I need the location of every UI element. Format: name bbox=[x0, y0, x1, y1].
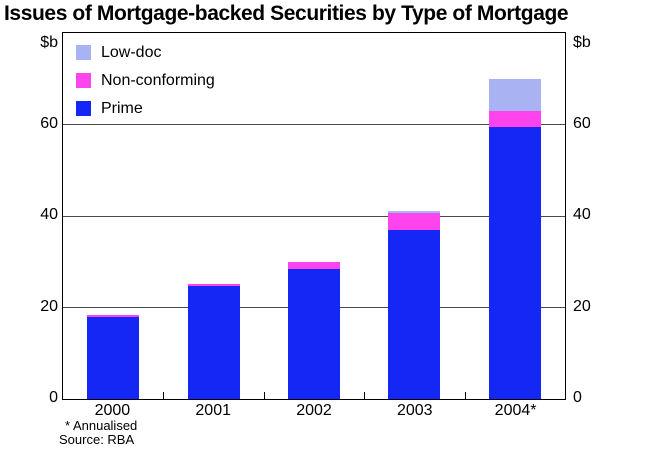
bar-segment-non-conforming-2003 bbox=[388, 212, 441, 230]
bar-slot-2004* bbox=[465, 33, 565, 399]
y-tick-label-right-60: 60 bbox=[573, 114, 591, 132]
bar-2003 bbox=[388, 33, 441, 399]
y-tick-label-right-40: 40 bbox=[573, 206, 591, 223]
bar-2002 bbox=[287, 33, 340, 399]
bar-segment-prime-2002 bbox=[287, 269, 340, 399]
bar-segment-non-conforming-2001 bbox=[187, 284, 240, 286]
legend-item-non-conforming: Non-conforming bbox=[76, 72, 215, 89]
bar-slot-2002 bbox=[264, 33, 364, 399]
x-axis-tick bbox=[163, 392, 165, 399]
footnote-source: Source: RBA bbox=[59, 431, 135, 447]
legend-label: Low-doc bbox=[101, 44, 162, 61]
bar-segment-prime-2000 bbox=[87, 317, 140, 399]
bar-slot-2001 bbox=[163, 33, 263, 399]
y-tick-label-left-0: 0 bbox=[49, 389, 58, 406]
x-axis-tick bbox=[464, 392, 466, 399]
y-axis-unit-right: $b bbox=[573, 34, 591, 51]
bar-segment-non-conforming-2000 bbox=[87, 314, 140, 318]
legend-item-low-doc: Low-doc bbox=[76, 44, 215, 61]
legend-item-prime: Prime bbox=[76, 100, 215, 117]
y-tick-label-left-20: 20 bbox=[40, 297, 58, 315]
bar-segment-prime-2001 bbox=[187, 286, 240, 399]
plot-area: Low-doc Non-conforming Prime bbox=[62, 32, 566, 400]
bar-segment-low-doc-2004* bbox=[488, 78, 541, 111]
y-tick-label-left-60: 60 bbox=[40, 114, 58, 132]
bar-segment-non-conforming-2004* bbox=[488, 110, 541, 127]
bar-segment-prime-2004* bbox=[488, 126, 541, 399]
y-tick-label-right-20: 20 bbox=[573, 297, 591, 315]
bar-2001 bbox=[187, 33, 240, 399]
bar-slot-2000 bbox=[63, 33, 163, 399]
legend-swatch-icon bbox=[76, 45, 91, 60]
x-tick-label-2001: 2001 bbox=[195, 402, 231, 419]
x-axis-labels: 2000 2001 2002 2003 2004* bbox=[62, 403, 566, 419]
x-tick-label-2004*: 2004* bbox=[494, 402, 537, 419]
y-tick-label-right-0: 0 bbox=[573, 389, 582, 406]
y-axis-unit-left: $b bbox=[40, 34, 58, 51]
bar-segment-non-conforming-2002 bbox=[287, 262, 340, 270]
bar-segment-low-doc-2003 bbox=[388, 210, 441, 213]
bar-slot-2003 bbox=[364, 33, 464, 399]
legend-label: Non-conforming bbox=[101, 72, 215, 89]
gridline-40 bbox=[63, 215, 565, 217]
x-tick-label-2002: 2002 bbox=[296, 402, 332, 419]
legend-label: Prime bbox=[101, 100, 143, 117]
x-axis-tick bbox=[263, 392, 265, 399]
x-tick-label-2003: 2003 bbox=[396, 402, 433, 419]
legend-swatch-icon bbox=[76, 73, 91, 88]
x-axis-tick bbox=[364, 392, 366, 399]
gridline-60 bbox=[63, 124, 565, 125]
y-tick-label-left-40: 40 bbox=[40, 206, 58, 223]
footnote-annualised: * Annualised bbox=[65, 418, 138, 433]
bar-2000 bbox=[87, 33, 140, 399]
x-tick-label-2000: 2000 bbox=[94, 402, 131, 419]
bar-segment-prime-2003 bbox=[388, 229, 441, 399]
chart-title: Issues of Mortgage-backed Securities by … bbox=[4, 2, 569, 25]
legend: Low-doc Non-conforming Prime bbox=[76, 45, 215, 129]
legend-swatch-icon bbox=[76, 101, 91, 116]
footnotes: * Annualised Source: RBA bbox=[59, 419, 137, 446]
bar-2004* bbox=[488, 33, 541, 399]
